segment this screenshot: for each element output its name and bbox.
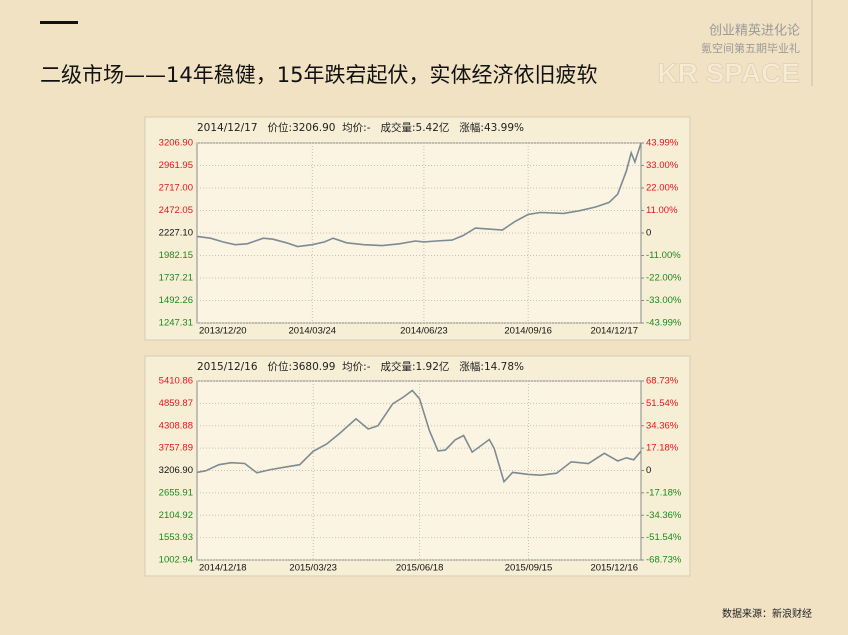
y-tick-label: 2961.95 bbox=[159, 160, 193, 171]
y2-tick-label: -11.00% bbox=[646, 250, 681, 261]
x-tick-label: 2014/06/23 bbox=[400, 326, 448, 337]
y-tick-label: 2104.92 bbox=[159, 510, 193, 521]
y-tick-label: 2227.10 bbox=[159, 228, 193, 239]
x-tick-label: 2014/12/17 bbox=[590, 326, 638, 337]
y-tick-label: 1982.15 bbox=[159, 250, 193, 261]
y-tick-label: 2717.00 bbox=[159, 183, 193, 194]
event: 氪空间第五期毕业礼 bbox=[701, 41, 800, 55]
y2-tick-label: -22.00% bbox=[646, 273, 682, 284]
y2-tick-label: -68.73% bbox=[646, 555, 682, 566]
y2-tick-label: 51.54% bbox=[646, 398, 679, 409]
y-tick-label: 4308.88 bbox=[159, 420, 193, 431]
y-tick-label: 1002.94 bbox=[159, 555, 193, 566]
x-tick-label: 2014/12/18 bbox=[199, 563, 247, 574]
price-line bbox=[196, 142, 642, 248]
y2-tick-label: 17.18% bbox=[646, 443, 679, 454]
y-tick-label: 3206.90 bbox=[159, 465, 193, 476]
x-tick-label: 2015/06/18 bbox=[396, 563, 444, 574]
x-tick-label: 2015/03/23 bbox=[289, 563, 337, 574]
x-tick-label: 2015/09/15 bbox=[505, 563, 553, 574]
x-tick-label: 2015/12/16 bbox=[590, 563, 638, 574]
y2-tick-label: 43.99% bbox=[646, 138, 679, 149]
chart-info: 2015/12/16 价位:3680.99 均价:- 成交量:1.92亿 涨幅:… bbox=[197, 360, 524, 373]
y-tick-label: 5410.86 bbox=[159, 376, 193, 387]
x-tick-label: 2014/03/24 bbox=[289, 326, 337, 337]
y2-tick-label: 34.36% bbox=[646, 420, 679, 431]
y2-tick-label: -34.36% bbox=[646, 510, 682, 521]
x-tick-label: 2013/12/20 bbox=[199, 326, 247, 337]
y-tick-label: 1737.21 bbox=[159, 273, 193, 284]
x-tick-label: 2014/09/16 bbox=[504, 326, 552, 337]
y2-tick-label: -51.54% bbox=[646, 532, 682, 543]
y2-tick-label: 0 bbox=[646, 465, 651, 476]
y-tick-label: 2655.91 bbox=[159, 487, 193, 498]
y-tick-label: 2472.05 bbox=[159, 205, 193, 216]
slide-title: 二级市场——14年稳健，15年跌宕起伏，实体经济依旧疲软 bbox=[40, 63, 597, 87]
price-line bbox=[196, 389, 642, 484]
y-tick-label: 1247.31 bbox=[159, 318, 193, 329]
y2-tick-label: -43.99% bbox=[646, 318, 682, 329]
y-tick-label: 1553.93 bbox=[159, 532, 193, 543]
accent-bar bbox=[40, 21, 78, 24]
y2-tick-label: -33.00% bbox=[646, 295, 682, 306]
source: 数据来源：新浪财经 bbox=[722, 607, 812, 620]
y-tick-label: 1492.26 bbox=[159, 295, 193, 306]
y-tick-label: 3757.89 bbox=[159, 443, 193, 454]
y2-tick-label: 33.00% bbox=[646, 160, 679, 171]
y2-tick-label: 11.00% bbox=[646, 205, 678, 216]
brand: 创业精英进化论 bbox=[709, 24, 800, 39]
y2-tick-label: -17.18% bbox=[646, 487, 682, 498]
y2-tick-label: 22.00% bbox=[646, 183, 679, 194]
logo: KR SPACE bbox=[657, 57, 800, 88]
y-tick-label: 4859.87 bbox=[159, 398, 193, 409]
y-tick-label: 3206.90 bbox=[159, 138, 193, 149]
chart-info: 2014/12/17 价位:3206.90 均价:- 成交量:5.42亿 涨幅:… bbox=[197, 121, 524, 134]
y2-tick-label: 0 bbox=[646, 228, 651, 239]
y2-tick-label: 68.73% bbox=[646, 376, 679, 387]
